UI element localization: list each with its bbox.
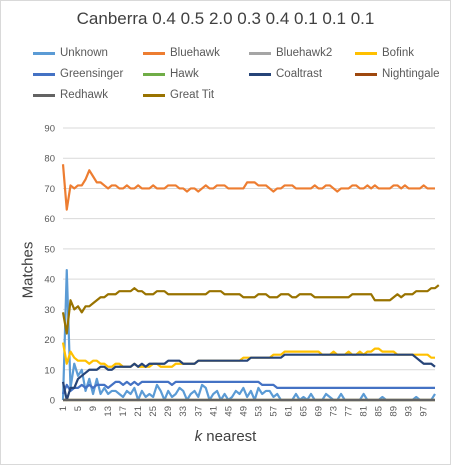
legend-label: Unknown — [60, 47, 108, 59]
legend-label: Greensinger — [60, 68, 124, 80]
legend-swatch — [249, 72, 271, 76]
x-tick-label: 77 — [344, 406, 355, 417]
x-tick-label: 81 — [359, 406, 370, 417]
legend-swatch — [249, 51, 271, 55]
legend-label: Nightingale — [382, 68, 440, 80]
x-tick-label: 17 — [118, 406, 129, 417]
y-tick-label: 70 — [44, 184, 55, 195]
legend-label: Bofink — [382, 47, 414, 59]
legend-swatch — [355, 51, 377, 55]
legend-label: Bluehawk — [170, 47, 220, 59]
series-line-great-tit — [61, 284, 440, 335]
y-tick-label: 40 — [44, 275, 55, 286]
legend-swatch — [33, 51, 55, 55]
x-tick-label: 57 — [268, 406, 279, 417]
x-tick-label: 5 — [73, 406, 84, 411]
x-tick-label: 53 — [253, 406, 264, 417]
x-axis-label-rest: nearest — [202, 428, 257, 445]
legend-label: Great Tit — [170, 89, 215, 101]
x-tick-label: 33 — [178, 406, 189, 417]
x-tick-label: 25 — [148, 406, 159, 417]
legend-item: Bluehawk — [143, 47, 220, 59]
chart-legend: Unknown Bluehawk Bluehawk2 Bofink Greensinge… — [28, 46, 448, 112]
x-tick-label: 85 — [374, 406, 385, 417]
x-tick-label: 29 — [163, 406, 174, 417]
legend-label: Redhawk — [60, 89, 108, 101]
series-line-coaltrast — [61, 353, 436, 402]
x-tick-label: 89 — [389, 406, 400, 417]
y-tick-label: 80 — [44, 154, 55, 165]
y-tick-label: 10 — [44, 365, 55, 376]
x-tick-label: 97 — [419, 406, 430, 417]
y-tick-label: 90 — [44, 124, 55, 135]
legend-swatch — [143, 93, 165, 97]
legend-item: Unknown — [33, 47, 108, 59]
x-tick-label: 1 — [58, 406, 69, 411]
legend-swatch — [143, 72, 165, 76]
legend-swatch — [143, 51, 165, 55]
legend-swatch — [355, 72, 377, 76]
legend-item: Redhawk — [33, 89, 108, 101]
x-tick-label: 69 — [314, 406, 325, 417]
x-tick-label: 13 — [103, 406, 114, 417]
x-tick-label: 73 — [329, 406, 340, 417]
legend-label: Bluehawk2 — [276, 47, 333, 59]
legend-item: Great Tit — [143, 89, 214, 101]
x-tick-label: 37 — [193, 406, 204, 417]
legend-label: Hawk — [170, 68, 199, 80]
legend-item: Greensinger — [33, 68, 123, 80]
y-tick-label: 30 — [44, 305, 55, 316]
y-tick-label: 0 — [50, 396, 55, 407]
x-tick-label: 45 — [223, 406, 234, 417]
series-line-bluehawk — [61, 164, 435, 211]
chart-title: Canberra 0.4 0.5 2.0 0.3 0.4 0.1 0.1 0.1 — [76, 9, 375, 28]
series-line-greensinger — [61, 380, 435, 395]
legend-swatch — [33, 72, 55, 76]
x-tick-label: 9 — [88, 406, 99, 411]
legend-item: Nightingale — [355, 68, 440, 80]
legend-item: Bluehawk2 — [249, 47, 332, 59]
y-tick-label: 60 — [44, 214, 55, 225]
series-line-unknown — [61, 268, 436, 402]
legend-item: Hawk — [143, 68, 199, 80]
y-tick-label: 20 — [44, 335, 55, 346]
legend-item: Bofink — [355, 47, 414, 59]
x-axis-label-italic: k — [194, 428, 203, 445]
x-tick-label: 65 — [298, 406, 309, 417]
x-tick-label: 41 — [208, 406, 219, 417]
legend-item: Coaltrast — [249, 68, 322, 80]
x-tick-label: 49 — [238, 406, 249, 417]
legend-label: Coaltrast — [276, 68, 323, 80]
x-tick-label: 93 — [404, 406, 415, 417]
x-axis-label: k nearest — [0, 428, 451, 445]
y-axis-label: Matches — [19, 241, 37, 299]
x-tick-label: 21 — [133, 406, 144, 417]
y-tick-label: 50 — [44, 244, 55, 255]
x-tick-label: 61 — [283, 406, 294, 417]
legend-swatch — [33, 93, 55, 97]
